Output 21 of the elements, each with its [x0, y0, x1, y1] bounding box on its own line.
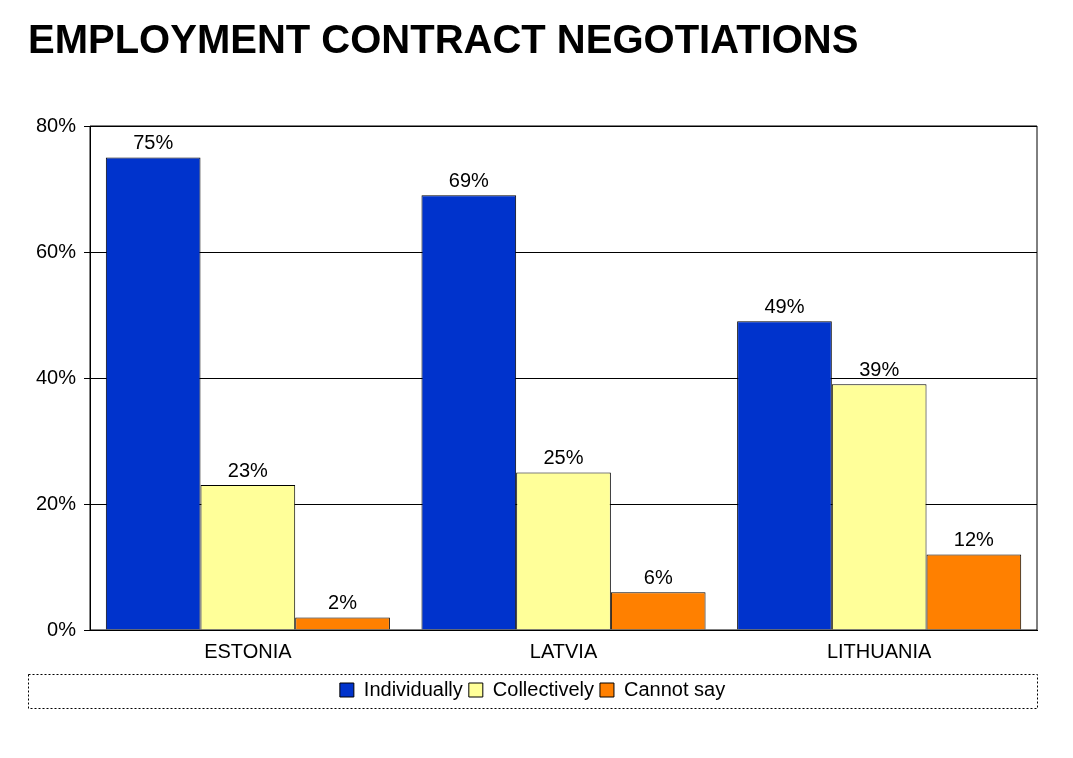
legend-label: Cannot say: [623, 677, 726, 700]
y-tick-label: 80%: [36, 113, 77, 136]
data-label: 23%: [227, 458, 269, 481]
legend-label: Individually: [363, 677, 463, 700]
data-label: 2%: [328, 590, 358, 613]
y-tick-label: 0%: [47, 617, 77, 640]
x-tick-label: LITHUANIA: [826, 639, 933, 662]
data-label: 39%: [859, 357, 900, 380]
x-tick-label: LATVIA: [529, 639, 598, 662]
data-label: 69%: [448, 168, 490, 191]
data-label: 49%: [764, 294, 805, 317]
chart-title: EMPLOYMENT CONTRACT NEGOTIATIONS: [28, 17, 859, 62]
y-tick-label: 60%: [36, 239, 77, 262]
data-label: 12%: [953, 527, 995, 550]
y-tick-label: 20%: [36, 491, 77, 514]
legend-label: Collectively: [492, 677, 594, 700]
data-label: 75%: [133, 131, 174, 154]
y-tick-label: 40%: [36, 365, 77, 388]
data-label: 25%: [543, 446, 584, 469]
x-tick-label: ESTONIA: [204, 639, 293, 662]
data-label: 6%: [643, 565, 673, 588]
